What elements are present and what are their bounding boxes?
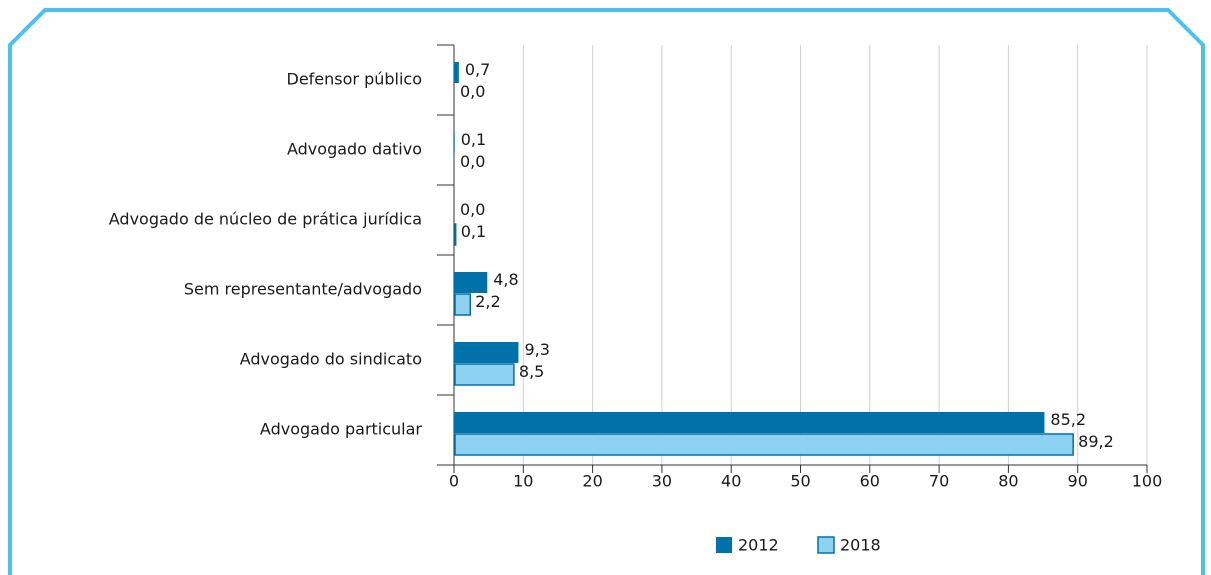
y-tick-label: Advogado do sindicato [240,350,422,369]
x-tick-label: 60 [860,472,880,491]
x-tick-label: 70 [929,472,949,491]
x-tick-label: 50 [790,472,810,491]
value-label: 0,0 [460,152,485,171]
bar [454,363,515,386]
value-label: 4,8 [493,270,518,289]
x-tick-label: 100 [1132,472,1163,491]
x-tick-label: 20 [582,472,602,491]
y-tick-label: Advogado dativo [287,140,422,159]
value-label: 0,7 [465,60,490,79]
legend-label: 2012 [738,536,779,555]
value-label: 9,3 [524,340,549,359]
legend-swatch [716,537,732,553]
x-tick-label: 80 [998,472,1018,491]
bar [454,132,455,153]
x-tick-label: 40 [721,472,741,491]
value-label: 0,0 [460,82,485,101]
y-tick-label: Advogado de núcleo de prática jurídica [109,210,422,229]
y-tick-label: Sem representante/advogado [184,280,422,299]
bar [454,272,488,293]
frame [8,8,1205,575]
bar [454,293,471,316]
legend-label: 2018 [840,536,881,555]
bar [454,433,1074,456]
value-label: 0,0 [460,200,485,219]
value-label: 2,2 [475,292,500,311]
x-tick-label: 10 [513,472,533,491]
value-label: 8,5 [519,362,544,381]
x-tick-label: 0 [449,472,459,491]
value-label: 0,1 [461,130,486,149]
legend-swatch [817,536,835,554]
value-label: 89,2 [1078,432,1114,451]
bar [454,62,459,83]
value-label: 0,1 [461,222,486,241]
y-tick-label: Defensor público [287,70,423,89]
x-tick-label: 90 [1068,472,1088,491]
y-tick-label: Advogado particular [260,420,423,439]
bar [454,412,1045,433]
bar [454,223,457,246]
bar [454,342,519,363]
x-tick-label: 30 [652,472,672,491]
value-label: 85,2 [1050,410,1086,429]
